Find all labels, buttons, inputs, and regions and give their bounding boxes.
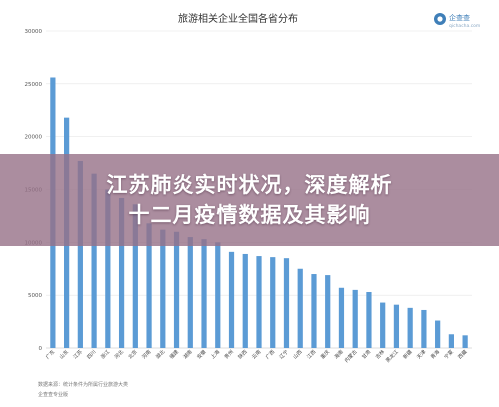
bar-北京 [132,204,138,348]
bar-甘肃 [366,291,372,348]
category-label: 宁夏 [443,348,455,360]
bar-河北 [118,197,125,348]
category-labels: 广东 山东 江苏 四川 浙江 河北 北京 河南 湖北 福建 湖南 安徽 上海 贵州 陕西 云南 广西 辽宁 山西 江西… [44,348,468,364]
category-label: 广西 [264,348,276,360]
category-label: 江西 [305,348,317,360]
bar-青海 [435,320,441,348]
logo-icon-inner [437,16,443,22]
headline-line-2: 十二月疫情数据及其影响 [128,203,371,227]
y-tick-label: 30000 [25,29,43,35]
logo-name: 企查查 [449,13,470,22]
category-label: 山东 [58,348,70,360]
category-label: 陕西 [237,348,249,360]
y-tick-label: 20000 [25,135,43,141]
category-label: 辽宁 [278,348,290,360]
category-label: 湖南 [182,348,194,360]
bar-贵州 [228,251,235,348]
category-label: 新疆 [402,348,414,360]
category-label: 贵州 [223,348,235,360]
bar-西藏 [462,335,468,348]
category-label: 重庆 [319,348,331,360]
category-label: 山西 [292,348,304,360]
bar-江西 [311,274,317,348]
category-label: 天津 [415,348,427,360]
category-label: 河南 [140,348,152,360]
category-label: 海南 [333,348,345,360]
category-label: 广东 [44,348,56,360]
bar-福建 [173,231,180,348]
bar-黑龙江 [393,304,400,348]
category-label: 黑龙江 [384,348,400,364]
bar-辽宁 [283,258,290,348]
category-label: 甘肃 [360,348,372,360]
category-label: 四川 [86,349,97,360]
bar-宁夏 [448,334,454,348]
category-label: 青海 [429,348,441,360]
category-label: 安徽 [195,348,207,360]
logo-sub: qichacha.com [449,23,480,29]
category-label: 浙江 [99,348,111,360]
bar-海南 [338,287,345,348]
bar-云南 [256,256,262,348]
y-tick-label: 5000 [28,293,42,299]
category-label: 福建 [168,348,180,360]
category-label: 云南 [250,348,262,360]
bar-上海 [215,242,221,348]
category-label: 江苏 [72,348,84,360]
bar-湖南 [187,237,193,348]
bar-安徽 [201,239,207,348]
category-label: 吉林 [374,348,386,360]
bar-四川 [91,173,97,348]
source-note: 数据来源：统计条件为所属行业旅游大类 [38,381,128,388]
bar-内蒙古 [352,289,358,348]
bar-重庆 [325,275,331,348]
brand-note: 企查查专业版 [38,391,68,398]
bar-广西 [270,257,276,348]
category-label: 北京 [127,348,139,360]
bar-湖北 [160,229,166,348]
bar-浙江 [105,189,111,348]
category-label: 湖北 [154,348,166,360]
brand-logo: 企查查 qichacha.com [434,13,480,29]
y-tick-label: 25000 [25,82,43,88]
bar-陕西 [242,253,248,348]
category-label: 河北 [113,348,125,360]
headline-line-1: 江苏肺炎实时状况，深度解析 [106,173,393,197]
category-label: 上海 [209,348,221,360]
category-label: 西藏 [457,348,469,360]
y-tick-label: 0 [39,346,43,352]
headline-banner: 江苏肺炎实时状况，深度解析 十二月疫情数据及其影响 [0,154,499,246]
bar-河南 [146,223,152,348]
bar-江苏 [77,160,83,348]
bar-天津 [421,309,427,348]
bar-新疆 [407,307,413,348]
chart-title: 旅游相关企业全国各省分布 [178,12,298,25]
bar-吉林 [380,302,386,348]
bar-山西 [297,268,303,348]
category-label: 内蒙古 [343,348,359,364]
